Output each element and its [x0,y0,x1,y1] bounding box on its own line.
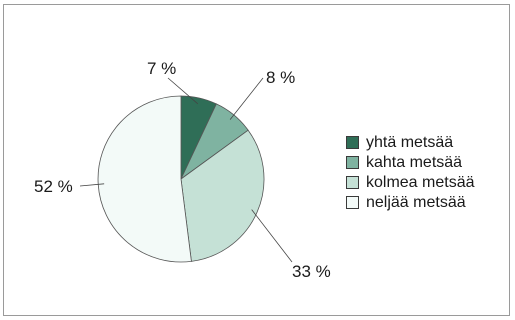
data-label-kahta: 8 % [266,68,295,87]
legend-item-yhta: yhtä metsää [346,133,475,152]
legend-swatch [346,156,359,169]
legend-item-nelja: neljää metsää [346,193,475,212]
legend-item-kahta: kahta metsää [346,153,475,172]
leader-line-yhta [167,77,199,105]
legend-label: yhtä metsää [366,133,454,151]
chart-legend: yhtä metsää kahta metsää kolmea metsää n… [346,133,475,213]
legend-label: kahta metsää [366,153,463,171]
legend-swatch [346,176,359,189]
legend-swatch [346,136,359,149]
legend-label: neljää metsää [366,193,466,211]
pie-slice-nelja [97,95,192,263]
data-label-kolmea: 33 % [292,262,331,281]
pie-slice-kolmea [180,129,265,262]
leader-line-kolmea [251,209,293,263]
leader-lines [79,77,293,263]
data-label-nelja: 52 % [34,177,73,196]
leader-line-kahta [229,77,264,120]
data-label-yhta: 7 % [147,59,176,78]
pie-slices [97,95,265,263]
leader-line-nelja [79,183,105,187]
legend-swatch [346,196,359,209]
legend-item-kolmea: kolmea metsää [346,173,475,192]
legend-label: kolmea metsää [366,173,475,191]
